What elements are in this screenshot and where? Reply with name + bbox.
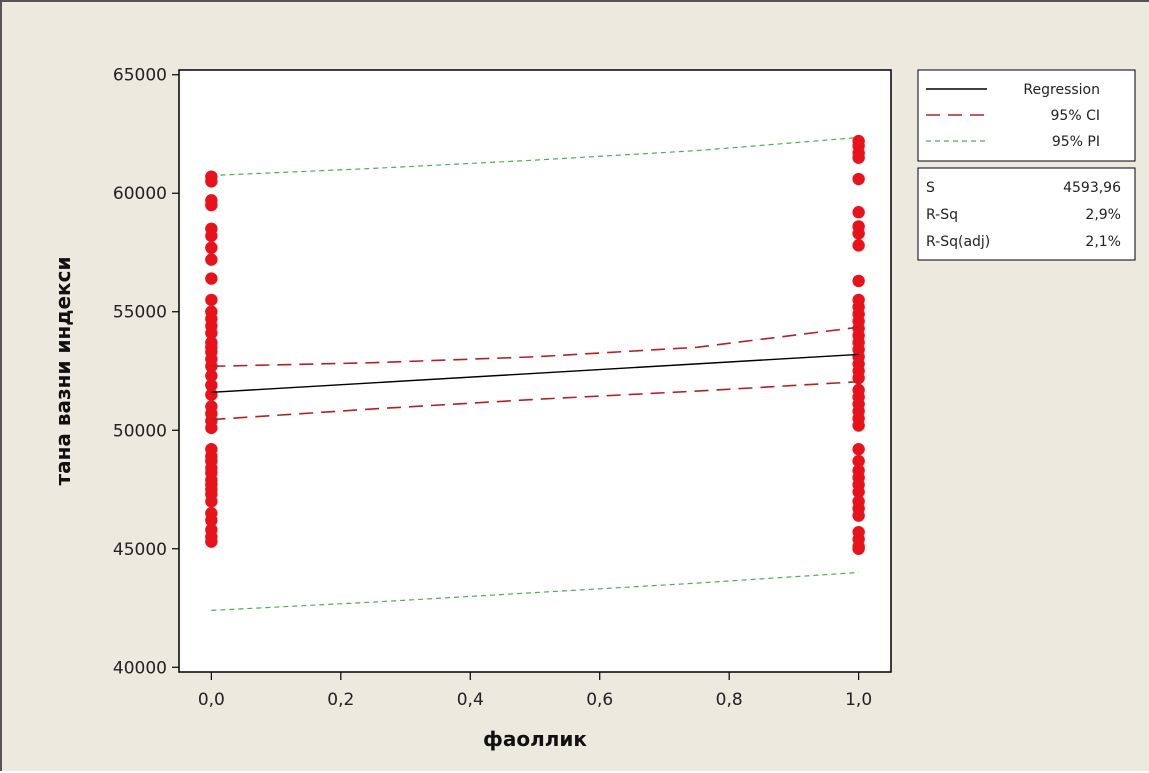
x-tick-label: 0,4 (457, 690, 484, 710)
plot-area (178, 69, 892, 673)
x-axis-title: фаоллик (483, 727, 587, 751)
y-axis-title: тана вазни индекси (51, 257, 75, 486)
data-point-x0 (205, 379, 218, 392)
pi-lower-line (211, 571, 859, 611)
y-tick-label: 40000 (113, 658, 167, 678)
data-point-x0 (205, 421, 218, 435)
y-tick-label: 45000 (113, 540, 167, 560)
data-point-x0 (205, 253, 218, 266)
ci-lower-line (211, 380, 859, 421)
data-point-x0 (205, 388, 218, 401)
data-point-x1 (852, 227, 865, 240)
legend-regression-label: Regression (1023, 82, 1100, 98)
data-point-x0 (205, 535, 218, 548)
legend-pi-label: 95% PI (1052, 134, 1100, 150)
data-point-x0 (205, 360, 218, 373)
data-point-x1 (852, 509, 865, 522)
data-point-x1 (852, 485, 865, 499)
x-tick-label: 0,0 (198, 690, 225, 710)
data-point-x1 (852, 239, 865, 252)
stat-value: 2,1% (1085, 234, 1121, 250)
data-point-x0 (205, 272, 218, 285)
x-tick-label: 1,0 (845, 690, 872, 710)
data-point-x1 (852, 542, 865, 555)
stat-label: S (926, 180, 935, 196)
data-point-x1 (852, 151, 865, 164)
pi-upper-line (211, 136, 859, 177)
data-point-x0 (205, 175, 218, 188)
legend-ci-label: 95% CI (1051, 108, 1100, 124)
stat-label: R-Sq(adj) (926, 234, 990, 250)
axes: 40000 45000 50000 55000 60000 65000 0,0 0,2 0,4 0… (113, 66, 872, 710)
data-point-x0 (205, 198, 218, 212)
data-point-x1 (852, 454, 865, 468)
y-tick-label: 55000 (113, 303, 167, 323)
data-point-x0 (205, 326, 218, 340)
x-tick-label: 0,6 (586, 690, 613, 710)
x-tick-label: 0,8 (716, 690, 743, 710)
data-point-x1 (852, 419, 865, 432)
data-layer (205, 134, 865, 611)
y-tick-label: 60000 (113, 184, 167, 204)
data-point-x0 (205, 369, 218, 382)
stats-table: S 4593,96 R-Sq 2,9% R-Sq(adj) 2,1% (926, 180, 1121, 250)
data-point-x0 (205, 241, 218, 254)
stat-value: 2,9% (1085, 207, 1121, 223)
ci-upper-line (211, 326, 859, 368)
stats-box (917, 167, 1136, 261)
data-point-x0 (205, 229, 218, 243)
data-point-x1 (852, 206, 865, 219)
data-point-x0 (205, 293, 218, 307)
data-point-x1 (852, 172, 865, 186)
stat-label: R-Sq (926, 207, 958, 223)
data-point-x0 (205, 514, 218, 527)
y-tick-label: 65000 (113, 66, 167, 86)
y-tick-label: 50000 (113, 421, 167, 441)
data-point-x0 (205, 495, 218, 508)
data-point-x1 (852, 274, 865, 288)
stat-value: 4593,96 (1063, 180, 1121, 196)
data-point-x1 (852, 443, 865, 456)
x-tick-label: 0,2 (327, 690, 354, 710)
legend: Regression 95% CI 95% PI (926, 82, 1100, 150)
regression-line (211, 353, 859, 393)
